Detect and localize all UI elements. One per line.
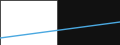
Bar <box>0 0 57 45</box>
